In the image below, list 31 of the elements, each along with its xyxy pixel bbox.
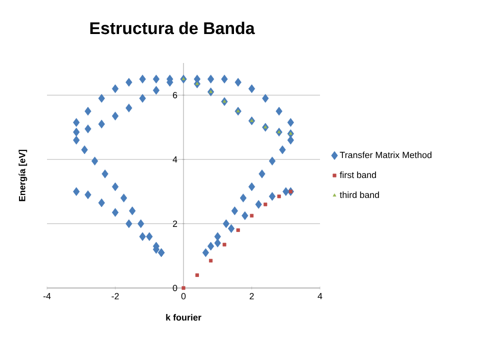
- point: [209, 258, 213, 262]
- x-tick-label: 0: [181, 293, 186, 300]
- x-tick-label: -2: [112, 293, 119, 300]
- y-tick-label: 0: [172, 284, 178, 292]
- point: [209, 90, 213, 94]
- point: [277, 194, 281, 198]
- point: [222, 100, 226, 103]
- y-tick-label: 2: [172, 220, 178, 227]
- point: [288, 190, 292, 194]
- x-tick-label: 2: [250, 293, 254, 300]
- point: [264, 202, 268, 206]
- point: [250, 214, 254, 218]
- y-axis-title: Energía [eV]: [18, 150, 28, 202]
- point: [277, 130, 281, 134]
- point: [250, 118, 254, 122]
- x-tick-label: -4: [43, 293, 51, 300]
- legend-label: first band: [340, 172, 376, 178]
- x-tick-label: 4: [318, 293, 322, 300]
- legend-label: third band: [340, 191, 379, 198]
- point: [236, 228, 240, 232]
- point: [288, 132, 292, 135]
- point: [195, 273, 199, 277]
- point: [182, 77, 186, 80]
- x-axis-title: k fourier: [166, 314, 202, 321]
- point: [264, 125, 268, 128]
- chart-title: Estructura de Banda: [90, 22, 255, 34]
- legend-label: Transfer Matrix Method: [340, 152, 432, 158]
- y-tick-label: 4: [172, 156, 178, 163]
- point: [236, 109, 240, 112]
- point: [222, 242, 226, 246]
- y-tick-label: 6: [172, 92, 178, 98]
